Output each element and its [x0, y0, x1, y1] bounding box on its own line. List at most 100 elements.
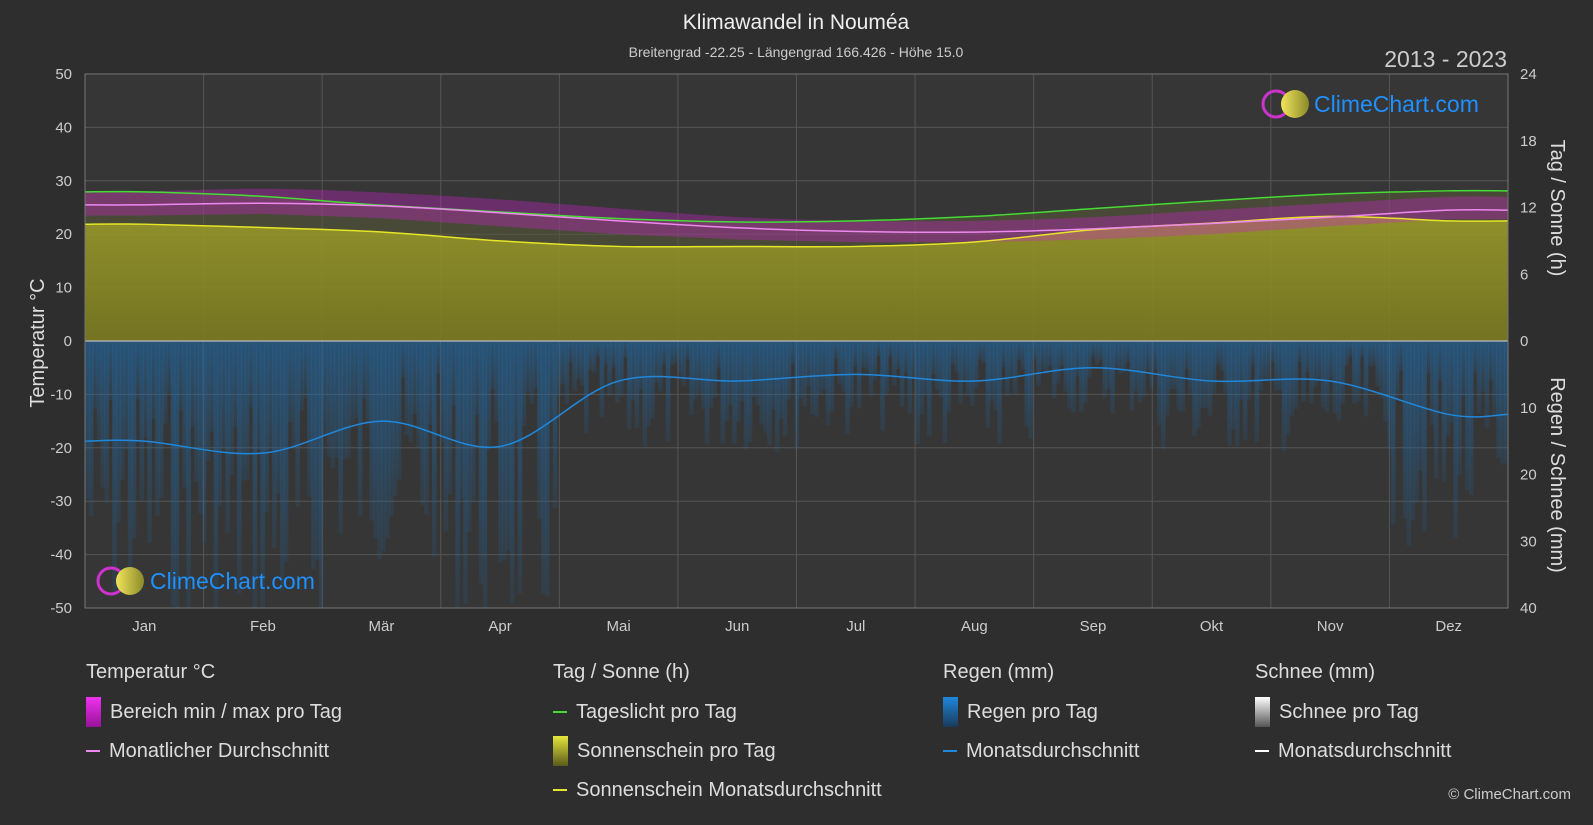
- rain-daily-bar: [739, 341, 745, 402]
- sunshine-avg-line: [84, 215, 1509, 248]
- rain-daily-bar: [1223, 341, 1228, 394]
- right-axis-bottom-label: Regen / Schnee (mm): [1546, 377, 1568, 573]
- rain-daily-bar: [354, 341, 359, 419]
- rain-daily-bar: [837, 341, 842, 384]
- rain-daily-bar: [1102, 341, 1108, 399]
- rain-daily-bar: [1219, 341, 1224, 371]
- rain-daily-bar: [166, 341, 172, 394]
- rain-daily-bar: [1367, 341, 1373, 367]
- rain-daily-bar: [291, 341, 297, 447]
- left-axis-label: Temperatur °C: [27, 278, 49, 407]
- rain-daily-bar: [860, 341, 866, 368]
- rain-daily-bar: [451, 341, 456, 406]
- rain-daily-bar: [611, 341, 616, 368]
- right-bottom-tick-label: 40: [1520, 600, 1537, 617]
- rain-daily-bar: [88, 341, 94, 516]
- rain-daily-bar: [798, 341, 803, 399]
- rain-daily-bar: [342, 341, 347, 460]
- rain-daily-bar: [985, 341, 991, 429]
- rain-daily-bar: [630, 341, 636, 401]
- rain-daily-bar: [786, 341, 792, 400]
- rain-daily-bar: [619, 341, 624, 397]
- rain-daily-bar: [1457, 341, 1462, 476]
- brand-logo-top[interactable]: ClimeChart.com: [1261, 89, 1479, 119]
- rain-daily-bar: [1098, 341, 1104, 361]
- legend-swatch-line: [553, 711, 567, 713]
- rain-daily-bar: [708, 341, 714, 408]
- rain-daily-bar: [416, 341, 421, 449]
- right-top-tick-label: 12: [1520, 200, 1537, 217]
- rain-daily-bar: [287, 341, 293, 423]
- rain-daily-bar: [576, 341, 581, 380]
- rain-daily-bar: [1437, 341, 1443, 382]
- rain-daily-bar: [213, 341, 219, 608]
- rain-daily-bar: [580, 341, 585, 386]
- rain-daily-bar: [1106, 341, 1111, 390]
- rain-daily-bar: [1231, 341, 1236, 430]
- rain-daily-bar: [623, 341, 628, 358]
- rain-daily-bar: [1320, 341, 1326, 408]
- month-tick-label: Jun: [725, 618, 749, 635]
- rain-daily-bar: [958, 341, 963, 404]
- legend-swatch-line: [1255, 750, 1269, 752]
- rain-daily-bar: [1449, 341, 1455, 424]
- rain-daily-bar: [1168, 341, 1174, 390]
- rain-daily-bar: [260, 341, 265, 608]
- legend-label: Tageslicht pro Tag: [576, 701, 737, 723]
- legend-label: Monatsdurchschnitt: [1278, 740, 1452, 762]
- rain-daily-bar: [112, 341, 117, 593]
- rain-daily-bar: [396, 341, 402, 480]
- rain-daily-bar: [517, 341, 523, 594]
- rain-daily-bar: [1016, 341, 1022, 361]
- rain-daily-bar: [1285, 341, 1291, 436]
- rain-daily-bar: [299, 341, 304, 411]
- rain-daily-bar: [1067, 341, 1072, 409]
- rain-daily-bar: [1238, 341, 1244, 401]
- rain-daily-bar: [1402, 341, 1408, 519]
- rain-daily-bar: [782, 341, 788, 437]
- rain-daily-bar: [521, 341, 527, 426]
- legend-sun: Tag / Sonne (h) Tageslicht pro Tag Sonne…: [553, 660, 882, 817]
- series-layer: [84, 188, 1509, 608]
- rain-daily-bar: [100, 341, 106, 488]
- rain-daily-bar: [1433, 341, 1439, 479]
- rain-daily-bar: [1422, 341, 1427, 532]
- rain-daily-bar: [1394, 341, 1400, 400]
- rain-daily-bar: [1398, 341, 1404, 371]
- rain-daily-bar: [1258, 341, 1263, 391]
- brand-logo-bottom[interactable]: ClimeChart.com: [96, 566, 315, 596]
- legend-label: Sonnenschein pro Tag: [577, 740, 776, 762]
- rain-daily-bar: [443, 341, 449, 532]
- rain-daily-bar: [256, 341, 262, 451]
- rain-daily-bar: [1445, 341, 1451, 436]
- rain-daily-bar: [116, 341, 121, 523]
- right-top-tick-label: 18: [1520, 133, 1537, 150]
- rain-daily-bar: [1024, 341, 1030, 428]
- legend-item: Sonnenschein pro Tag: [553, 736, 882, 766]
- left-tick-label: 10: [55, 280, 72, 297]
- rain-daily-bar: [240, 341, 246, 481]
- rain-daily-bar: [568, 341, 573, 364]
- rain-daily-bar: [790, 341, 796, 365]
- rain-daily-bar: [318, 341, 324, 608]
- rain-daily-bar: [1141, 341, 1147, 398]
- rain-daily-bar: [1277, 341, 1283, 391]
- rain-daily-bar: [435, 341, 441, 375]
- rain-daily-bar: [334, 341, 340, 458]
- rain-daily-bar: [661, 341, 667, 365]
- rain-daily-bar: [1480, 341, 1486, 392]
- rain-daily-bar: [1235, 341, 1240, 446]
- rain-daily-bar: [650, 341, 655, 419]
- rain-daily-bar: [276, 341, 281, 494]
- rain-daily-bar: [1305, 341, 1310, 373]
- legend-label: Bereich min / max pro Tag: [110, 701, 342, 723]
- rain-daily-bar: [810, 341, 815, 415]
- rain-daily-bar: [829, 341, 835, 413]
- rain-daily-bar: [884, 341, 889, 396]
- legend-swatch-snow: [1255, 697, 1270, 727]
- daylight-band: [85, 190, 1508, 247]
- rain-daily-bar: [1242, 341, 1248, 441]
- rain-daily-bar: [1348, 341, 1353, 358]
- month-tick-label: Nov: [1317, 618, 1344, 635]
- rain-daily-bar: [1344, 341, 1349, 366]
